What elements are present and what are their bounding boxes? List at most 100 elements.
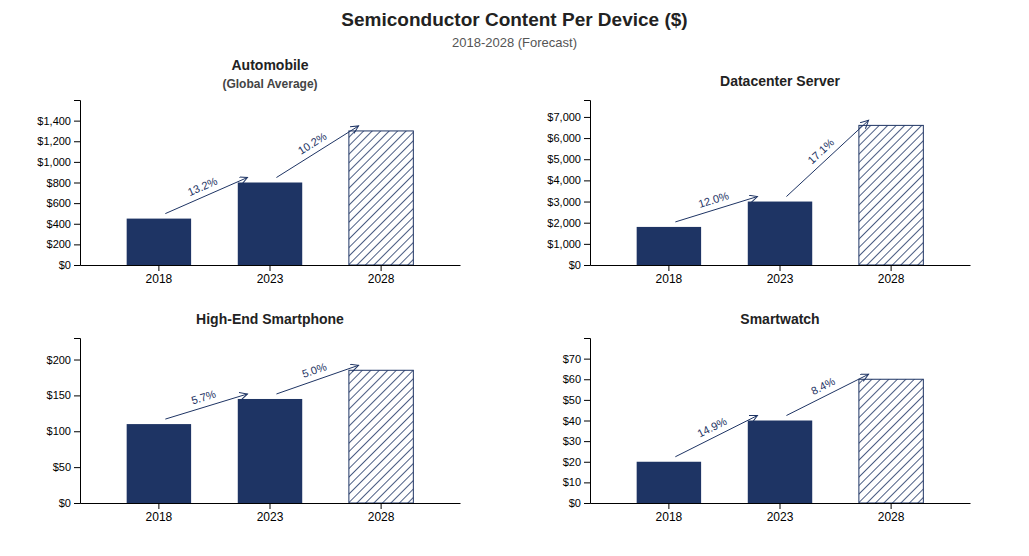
tick-label: 2023 [767, 510, 794, 524]
tick-label: 2018 [146, 272, 173, 286]
bar [748, 421, 812, 504]
x-tick: 2028 [878, 503, 905, 524]
tick-label: $5,000 [547, 153, 581, 165]
y-tick: $3,000 [547, 196, 590, 208]
tick-mark [74, 162, 80, 163]
tick-label: $600 [47, 197, 71, 209]
tick-label: $1,200 [37, 135, 71, 147]
tick-label: 2028 [368, 272, 395, 286]
tick-mark [74, 121, 80, 122]
y-tick: $800 [47, 177, 80, 189]
tick-mark [584, 359, 590, 360]
tick-label: $30 [563, 435, 581, 447]
tick-mark [584, 400, 590, 401]
tick-label: $150 [47, 389, 71, 401]
axis-line [584, 339, 591, 504]
title: Semiconductor Content Per Device ($) [341, 9, 687, 30]
panel-title: Datacenter Server [720, 73, 840, 89]
bars [637, 379, 924, 503]
tick-mark [74, 431, 80, 432]
tick-label: $100 [47, 425, 71, 437]
tick-label: 2023 [767, 272, 794, 286]
annotation: 8.4% [809, 375, 837, 397]
x-tick: 2023 [257, 265, 284, 286]
tick-mark [584, 462, 590, 463]
axis-line [74, 339, 81, 504]
tick-label: $200 [47, 238, 71, 250]
tick-mark [584, 482, 590, 483]
annotations: 13.2%10.2% [165, 126, 358, 214]
y-tick: $20 [563, 456, 590, 468]
y-tick: $400 [47, 218, 80, 230]
tick-label: 2018 [656, 272, 683, 286]
annotation: 5.7% [190, 388, 218, 407]
tick-mark [74, 395, 80, 396]
tick-label: $10 [563, 476, 581, 488]
tick-label: $4,000 [547, 174, 581, 186]
x-tick: 2028 [878, 265, 905, 286]
bars [127, 370, 414, 503]
x-axis: 2018 2023 2028 [591, 265, 971, 286]
y-tick: $10 [563, 476, 590, 488]
arrow [675, 416, 757, 457]
tick-label: $50 [53, 461, 71, 473]
tick-mark [780, 503, 781, 509]
x-tick: 2018 [146, 265, 173, 286]
bar [238, 399, 302, 503]
tick-mark [74, 467, 80, 468]
tick-mark [584, 503, 590, 504]
x-tick: 2018 [146, 503, 173, 524]
tick-mark [584, 244, 590, 245]
tick-label: $1,400 [37, 115, 71, 127]
tick-label: $60 [563, 373, 581, 385]
tick-mark [584, 138, 590, 139]
y-axis: $0$10$20$30$40$50$60$70 [563, 339, 591, 510]
tick-label: $0 [59, 259, 71, 271]
tick-label: $6,000 [547, 132, 581, 144]
y-tick: $50 [563, 394, 590, 406]
tick-label: $200 [47, 354, 71, 366]
tick-mark [74, 244, 80, 245]
annotations: 5.7% 5.0% [165, 360, 358, 419]
axis-line [74, 101, 81, 266]
y-tick: $50 [53, 461, 80, 473]
tick-label: $0 [59, 497, 71, 509]
y-tick: $70 [563, 353, 590, 365]
annotation: 17.1% [805, 136, 836, 166]
tick-mark [668, 503, 669, 509]
tick-mark [381, 503, 382, 509]
y-tick: $5,000 [547, 153, 590, 165]
bar [748, 202, 812, 265]
y-tick: $200 [47, 238, 80, 250]
bar-forecast [859, 379, 923, 503]
bars [127, 131, 414, 265]
chart-svg: Semiconductor Content Per Device ($) 2018… [0, 0, 1029, 556]
y-tick: $600 [47, 197, 80, 209]
annotation: 5.0% [300, 360, 328, 380]
tick-label: $20 [563, 456, 581, 468]
tick-label: 2028 [878, 272, 905, 286]
tick-mark [584, 379, 590, 380]
y-tick: $1,200 [37, 135, 80, 147]
y-tick: $2,000 [547, 217, 590, 229]
tick-mark [74, 224, 80, 225]
tick-mark [584, 117, 590, 118]
x-tick: 2023 [767, 265, 794, 286]
panel: Automobile(Global Average)$0$200$400$600… [37, 57, 460, 286]
tick-label: $70 [563, 353, 581, 365]
x-axis: 201820232028 [81, 503, 461, 524]
tick-mark [74, 203, 80, 204]
y-tick: $7,000 [547, 111, 590, 123]
y-tick: $4,000 [547, 174, 590, 186]
tick-label: 2018 [656, 510, 683, 524]
chart-container: Semiconductor Content Per Device ($) 2018… [0, 0, 1029, 556]
tick-mark [584, 180, 590, 181]
tick-label: 2023 [257, 272, 284, 286]
tick-mark [584, 223, 590, 224]
annotation: 13.2% [186, 175, 220, 199]
y-tick: $150 [47, 389, 80, 401]
annotations: 14.9%8.4% [675, 374, 868, 457]
y-tick: $60 [563, 373, 590, 385]
arrow [276, 126, 358, 178]
tick-mark [668, 265, 669, 271]
